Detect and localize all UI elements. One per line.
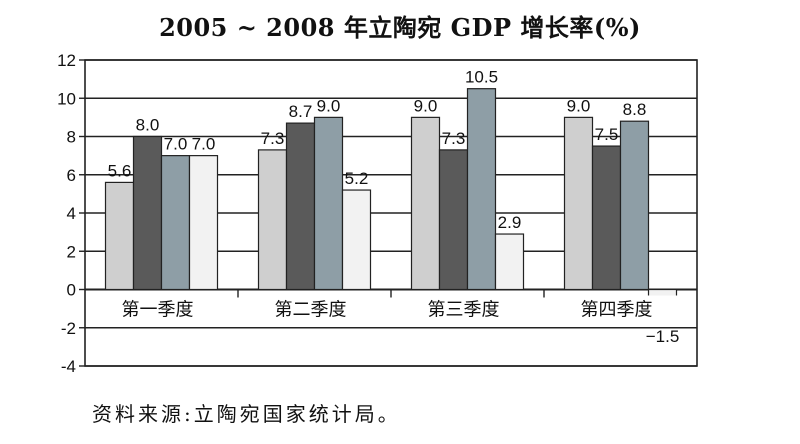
data-label: 7.0 <box>192 135 216 154</box>
category-label-bg <box>560 295 681 322</box>
bar <box>466 88 497 291</box>
y-tick-label: -4 <box>61 357 76 376</box>
bar <box>494 233 525 291</box>
chart-title: 2005 ~ 2008 年立陶宛 GDP 增长率(%) <box>159 13 641 42</box>
bar <box>160 155 191 291</box>
bar <box>132 135 163 291</box>
bar <box>341 189 372 291</box>
data-label: 8.8 <box>623 100 647 119</box>
category-label-bg <box>407 295 528 322</box>
bar <box>285 122 316 291</box>
bar <box>438 149 469 291</box>
y-tick-label: 4 <box>67 204 76 223</box>
data-label: 7.5 <box>595 125 619 144</box>
category-label: 第三季度 <box>428 300 500 321</box>
data-label: 7.0 <box>164 135 188 154</box>
data-label: 9.0 <box>567 96 591 115</box>
data-label: −1.5 <box>646 327 680 346</box>
data-label: 9.0 <box>414 96 438 115</box>
bar <box>104 181 135 291</box>
y-tick-label: 10 <box>57 89 76 108</box>
category-label: 第二季度 <box>275 300 347 321</box>
category-label-bg <box>254 295 375 322</box>
bar <box>410 116 441 291</box>
y-tick-label: 0 <box>67 281 76 300</box>
bar <box>591 145 622 291</box>
bar <box>619 120 650 291</box>
bars <box>104 88 678 319</box>
data-label: 9.0 <box>317 96 341 115</box>
bar <box>257 149 288 291</box>
y-tick-label: 2 <box>67 242 76 261</box>
data-label: 10.5 <box>465 68 498 87</box>
y-tick-label: 12 <box>57 51 76 70</box>
data-label: 5.6 <box>108 161 132 180</box>
plot-frame <box>84 59 698 367</box>
axes: -4 -2 0 2 4 6 8 10 12 <box>57 51 698 376</box>
y-tick-label: 6 <box>67 166 76 185</box>
bar <box>563 116 594 291</box>
data-label: 7.3 <box>442 129 466 148</box>
data-label: 8.7 <box>289 102 313 121</box>
data-label: 2.9 <box>498 213 522 232</box>
source-note: 资料来源:立陶宛国家统计局。 <box>92 402 401 426</box>
category-label-bg <box>101 295 222 322</box>
bar <box>313 116 344 291</box>
category-label: 第四季度 <box>581 300 653 321</box>
y-tick-label: 8 <box>67 128 76 147</box>
data-label: 7.3 <box>261 129 285 148</box>
bar <box>188 155 219 291</box>
data-label: 8.0 <box>136 116 160 135</box>
category-label: 第一季度 <box>122 300 194 321</box>
data-label: 5.2 <box>345 169 369 188</box>
y-tick-label: -2 <box>61 319 76 338</box>
